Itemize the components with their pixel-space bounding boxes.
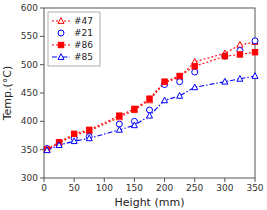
data-point (147, 112, 153, 118)
series-line (47, 52, 255, 149)
data-point (237, 42, 243, 48)
legend-label: #47 (74, 16, 93, 26)
tick-label: 450 (21, 88, 38, 98)
series-line (47, 42, 255, 150)
axes: 0 50 100 150 200 250 300 350 300 350 400 450 500 550 6… (21, 3, 264, 193)
data-point (117, 113, 122, 118)
tick-label: 200 (156, 183, 173, 193)
data-point (44, 147, 50, 153)
tick-label: 100 (96, 183, 113, 193)
tick-label: 250 (186, 183, 203, 193)
tick-mark (40, 121, 44, 122)
tick-label: 150 (126, 183, 143, 193)
tick-mark (194, 178, 195, 182)
series-line (47, 76, 255, 150)
data-point (252, 38, 258, 44)
tick-label: 600 (21, 3, 38, 13)
data-point (162, 80, 168, 86)
data-point (252, 73, 258, 79)
legend-swatch (52, 18, 70, 24)
data-point (177, 74, 183, 80)
y-axis-label: Temp.(°C) (1, 66, 14, 122)
legend-swatch (52, 54, 70, 60)
plot-frame (44, 8, 255, 178)
data-point (177, 93, 183, 99)
legend: #47 #21 #86 #85 (48, 12, 100, 66)
tick-label: 50 (68, 183, 80, 193)
data-point (116, 127, 122, 133)
data-point (71, 138, 77, 144)
tick-label: 400 (21, 116, 38, 126)
data-point (56, 142, 62, 148)
data-point (44, 146, 50, 152)
data-point (131, 122, 137, 128)
data-point (86, 135, 92, 141)
legend-swatch (58, 30, 64, 36)
tick-label: 500 (21, 60, 38, 70)
tick-mark (104, 178, 105, 182)
tick-label: 300 (216, 183, 233, 193)
data-point (162, 97, 168, 103)
tick-mark (255, 178, 256, 182)
tick-mark (134, 178, 135, 182)
legend-marker (58, 30, 64, 36)
legend-marker (58, 18, 64, 24)
data-point (86, 128, 92, 134)
data-point (252, 39, 258, 45)
data-point (192, 69, 198, 75)
markers (44, 38, 258, 153)
tick-label: 0 (41, 183, 47, 193)
legend-swatch (52, 42, 70, 47)
tick-mark (40, 178, 44, 179)
chart: 0 50 100 150 200 250 300 350 300 350 400 450 500 550 6… (0, 0, 267, 210)
data-point (147, 96, 152, 101)
data-point (71, 131, 76, 136)
legend-label: #85 (74, 52, 93, 62)
tick-mark (224, 178, 225, 182)
data-point (162, 79, 167, 84)
tick-label: 300 (21, 173, 38, 183)
tick-mark (74, 178, 75, 182)
data-point (87, 127, 92, 132)
tick-label: 350 (21, 145, 38, 155)
data-point (222, 53, 228, 59)
plot-background (44, 8, 255, 178)
data-point (237, 76, 243, 82)
legend-marker (58, 54, 64, 60)
tick-mark (40, 8, 44, 9)
lines (47, 42, 255, 150)
data-point (252, 50, 257, 55)
data-point (192, 84, 198, 90)
legend-marker (58, 42, 63, 47)
tick-mark (40, 36, 44, 37)
data-point (132, 106, 137, 111)
tick-label: 350 (246, 183, 263, 193)
data-point (237, 52, 242, 57)
legend-label: #21 (74, 28, 93, 38)
data-point (44, 147, 49, 152)
data-point (177, 79, 183, 85)
data-point (222, 53, 227, 58)
legend-label: #86 (74, 40, 93, 50)
tick-label: 550 (21, 31, 38, 41)
tick-mark (40, 64, 44, 65)
tick-mark (164, 178, 165, 182)
tick-mark (40, 149, 44, 150)
tick-mark (40, 93, 44, 94)
data-point (192, 64, 197, 69)
legend-box (48, 12, 100, 66)
x-axis-label: Height (mm) (115, 196, 185, 209)
data-point (222, 78, 228, 84)
data-point (177, 73, 182, 78)
tick-mark (44, 178, 45, 182)
data-point (131, 107, 137, 113)
